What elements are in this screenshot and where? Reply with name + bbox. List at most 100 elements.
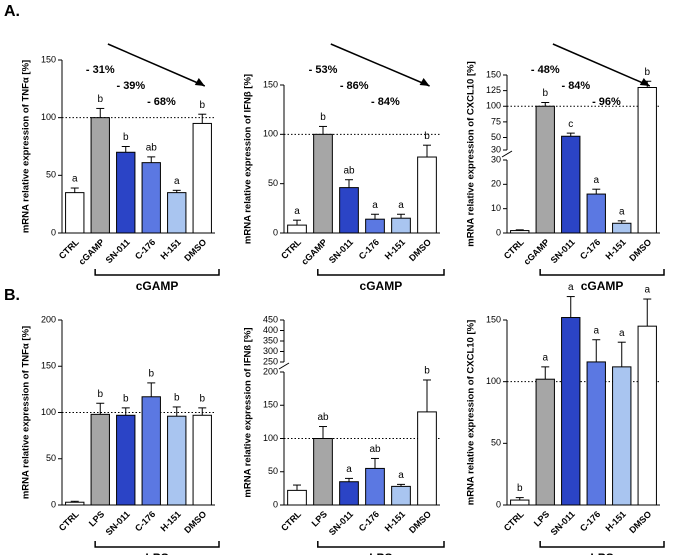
significance-letter: a — [619, 206, 625, 217]
y-tick-label: 250 — [263, 356, 278, 366]
x-tick-label: SN-011 — [104, 237, 132, 265]
bar — [192, 414, 212, 506]
y-tick-label: 50 — [46, 453, 56, 463]
y-tick-label: 350 — [263, 335, 278, 345]
bar — [417, 156, 437, 234]
x-tick-label: H-151 — [383, 237, 407, 261]
bar — [637, 325, 657, 506]
percent-annotation: - 39% — [116, 80, 145, 92]
y-tick-label: 100 — [41, 407, 56, 417]
y-tick-label: 200 — [263, 366, 278, 376]
bar — [417, 411, 437, 506]
y-axis-label: mRNA relative expression of IFNß [%] — [243, 327, 254, 497]
y-tick-label: 100 — [263, 129, 278, 139]
percent-annotation: - 68% — [147, 96, 176, 108]
significance-letter: c — [568, 119, 573, 130]
group-label: cGAMP — [136, 279, 179, 293]
significance-letter: b — [424, 366, 430, 377]
y-axis-label: mRNA relative expression of TNFα [%] — [21, 60, 32, 233]
x-tick-label: C-176 — [133, 237, 157, 261]
x-tick-label: LPS — [87, 509, 106, 528]
bar — [141, 396, 161, 506]
bar — [586, 193, 606, 234]
significance-letter: b — [542, 88, 548, 99]
bar — [141, 162, 161, 234]
x-tick-label: H-151 — [603, 237, 627, 261]
significance-letter: a — [644, 285, 650, 296]
group-label: cGAMP — [360, 279, 403, 293]
arrow-head — [194, 78, 205, 86]
group-bracket — [539, 541, 665, 548]
bar — [391, 485, 411, 506]
y-tick-label: 10 — [491, 203, 501, 213]
x-tick-label: DMSO — [182, 509, 208, 535]
x-tick-label: DMSO — [407, 237, 433, 263]
trend-arrow — [330, 43, 430, 87]
x-tick-label: C-176 — [133, 509, 157, 533]
axis-break — [501, 150, 513, 158]
y-tick-label: 0 — [273, 499, 278, 509]
group-label: cGAMP — [581, 279, 624, 293]
x-tick-label: DMSO — [627, 509, 653, 535]
bar — [287, 489, 307, 506]
bar — [561, 317, 581, 506]
x-tick-label: LPS — [532, 509, 551, 528]
y-tick-label: 150 — [486, 314, 501, 324]
y-axis-label: mRNA relative expression of CXCL10 [%] — [466, 320, 477, 505]
y-axis-label: mRNA relative expression of CXCL10 [%] — [466, 61, 477, 246]
y-tick-label: 200 — [41, 314, 56, 324]
significance-letter: a — [398, 200, 404, 211]
arrow-head — [639, 78, 650, 86]
y-tick-label: 50 — [491, 438, 501, 448]
bar — [116, 151, 136, 234]
y-tick-label: 30 — [491, 154, 501, 164]
y-tick-label: 20 — [491, 179, 501, 189]
y-tick-label: 150 — [41, 361, 56, 371]
y-tick-label: 50 — [268, 466, 278, 476]
percent-annotation: - 84% — [561, 80, 590, 92]
x-tick-label: SN-011 — [104, 509, 132, 537]
x-tick-label: CTRL — [57, 509, 81, 533]
y-tick-label: 125 — [486, 85, 501, 95]
x-tick-label: C-176 — [357, 509, 381, 533]
y-axis-label: mRNA relative expression of IFNβ [%] — [243, 74, 254, 244]
group-bracket — [317, 269, 445, 276]
y-tick-label: 50 — [268, 178, 278, 188]
bar — [339, 187, 359, 234]
significance-letter: b — [97, 389, 103, 400]
significance-letter: b — [174, 393, 180, 404]
y-tick-label: 100 — [486, 101, 501, 111]
bar — [365, 467, 385, 506]
significance-letter: a — [593, 325, 599, 336]
group-label: LPS — [145, 551, 168, 555]
x-tick-label: H-151 — [158, 509, 182, 533]
y-tick-label: 450 — [263, 314, 278, 324]
y-tick-label: 30 — [491, 144, 501, 154]
bar — [510, 230, 530, 234]
significance-letter: a — [346, 464, 352, 475]
y-tick-label: 150 — [263, 79, 278, 89]
group-bracket — [94, 269, 220, 276]
bar — [65, 192, 85, 234]
significance-letter: ab — [369, 444, 381, 455]
significance-letter: a — [542, 353, 548, 364]
significance-letter: b — [199, 394, 205, 405]
x-tick-label: C-176 — [578, 237, 602, 261]
significance-letter: ab — [343, 165, 355, 176]
percent-annotation: - 96% — [592, 96, 621, 108]
significance-letter: a — [174, 176, 180, 187]
significance-letter: a — [372, 200, 378, 211]
significance-letter: b — [320, 112, 326, 123]
significance-letter: a — [568, 282, 574, 293]
y-tick-label: 100 — [263, 433, 278, 443]
x-tick-label: cGAMP — [299, 237, 329, 267]
bar — [637, 87, 657, 234]
significance-letter: b — [123, 394, 129, 405]
x-tick-label: CTRL — [502, 509, 526, 533]
y-axis-label: mRNA relative expression of TNFα [%] — [21, 326, 32, 499]
significance-letter: b — [424, 131, 430, 142]
x-tick-label: CTRL — [279, 237, 303, 261]
axis-break — [278, 362, 290, 370]
y-tick-label: 150 — [41, 54, 56, 64]
x-tick-label: cGAMP — [77, 237, 107, 267]
